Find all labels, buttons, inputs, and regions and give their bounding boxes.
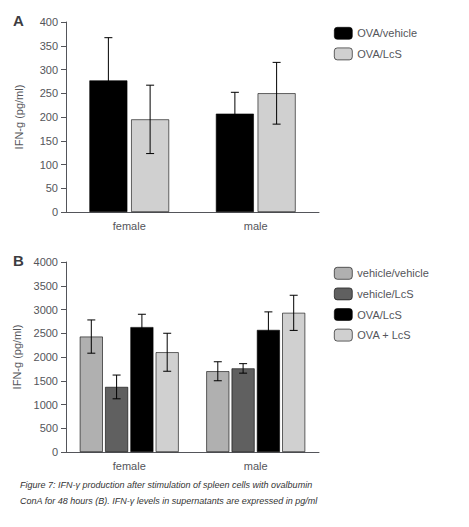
svg-text:OVA/LcS: OVA/LcS <box>357 48 401 60</box>
svg-text:IFN-g (pg/ml): IFN-g (pg/ml) <box>13 85 25 150</box>
svg-text:250: 250 <box>40 87 58 99</box>
svg-text:female: female <box>113 460 146 472</box>
svg-text:0: 0 <box>52 446 58 458</box>
svg-text:350: 350 <box>40 40 58 52</box>
svg-text:male: male <box>244 460 268 472</box>
svg-text:3500: 3500 <box>34 280 58 292</box>
svg-text:3000: 3000 <box>34 304 58 316</box>
svg-text:A: A <box>13 12 24 29</box>
svg-text:OVA/vehicle: OVA/vehicle <box>357 27 417 39</box>
svg-text:OVA + LcS: OVA + LcS <box>357 329 410 341</box>
svg-text:100: 100 <box>40 159 58 171</box>
svg-text:ConA for 48 hours (B). IFN-γ l: ConA for 48 hours (B). IFN-γ levels in s… <box>20 496 318 506</box>
svg-text:1500: 1500 <box>34 375 58 387</box>
svg-text:2000: 2000 <box>34 351 58 363</box>
svg-text:50: 50 <box>46 182 58 194</box>
svg-text:300: 300 <box>40 64 58 76</box>
svg-text:150: 150 <box>40 135 58 147</box>
svg-text:200: 200 <box>40 111 58 123</box>
svg-text:OVA/LcS: OVA/LcS <box>357 309 401 321</box>
svg-text:IFN-g (pg/ml): IFN-g (pg/ml) <box>11 325 23 390</box>
svg-text:0: 0 <box>52 206 58 218</box>
svg-text:female: female <box>113 220 146 232</box>
svg-text:4000: 4000 <box>34 256 58 268</box>
svg-text:500: 500 <box>40 422 58 434</box>
svg-text:male: male <box>244 220 268 232</box>
svg-text:Figure 7: IFN-γ production aft: Figure 7: IFN-γ production after stimula… <box>20 480 312 490</box>
svg-text:vehicle/vehicle: vehicle/vehicle <box>357 267 429 279</box>
svg-text:1000: 1000 <box>34 399 58 411</box>
svg-text:vehicle/LcS: vehicle/LcS <box>357 288 413 300</box>
svg-text:2500: 2500 <box>34 327 58 339</box>
svg-text:B: B <box>13 252 24 269</box>
svg-text:400: 400 <box>40 16 58 28</box>
